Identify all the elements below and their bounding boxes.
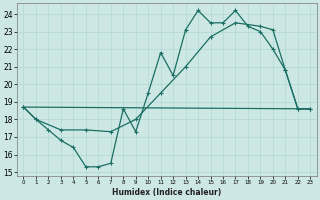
X-axis label: Humidex (Indice chaleur): Humidex (Indice chaleur) bbox=[112, 188, 221, 197]
